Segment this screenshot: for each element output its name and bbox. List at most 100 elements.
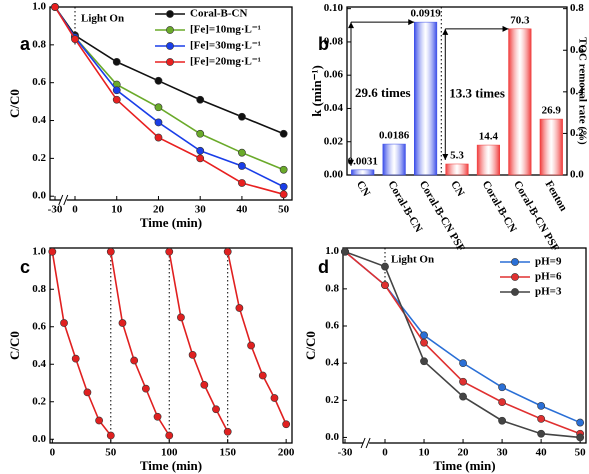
x-tick-label: 100	[161, 447, 178, 459]
data-point	[279, 129, 288, 138]
y-axis-label: C/C0	[7, 331, 22, 360]
data-point	[83, 388, 92, 397]
arrow-head	[348, 22, 354, 29]
data-point	[212, 405, 220, 414]
bar	[539, 118, 563, 176]
y2-tick-label: 0.6	[570, 44, 584, 56]
legend-label: Coral-B-CN	[190, 8, 247, 20]
data-point	[498, 398, 506, 407]
y-axis-label: k (min⁻¹)	[309, 65, 324, 117]
y-tick-label: 0.06	[324, 69, 344, 81]
arrow-head	[408, 19, 415, 26]
y-tick-label: 0.8	[32, 38, 46, 50]
data-point	[537, 414, 546, 423]
y-tick-label: 0.6	[32, 76, 46, 88]
x-tick-label: -30	[48, 204, 63, 216]
x-axis-label: Time (min)	[140, 215, 202, 230]
data-point	[279, 182, 288, 191]
panel-label: c	[20, 257, 30, 277]
y2-axis-label: TOC removal rate (%)	[576, 37, 588, 145]
data-point	[106, 431, 115, 440]
data-point	[341, 247, 349, 256]
data-point	[165, 247, 174, 256]
bar	[351, 169, 375, 176]
x-tick-label: 20	[153, 204, 165, 216]
legend-marker	[166, 58, 174, 66]
data-point	[188, 350, 197, 359]
data-point	[459, 359, 467, 368]
x-tick-label: 50	[105, 447, 117, 459]
data-point	[48, 247, 57, 256]
y-tick-label: 1.0	[32, 245, 46, 257]
annotation-bg	[353, 85, 409, 102]
y-tick-label: 0.2	[32, 152, 46, 164]
x-tick-label: 50	[575, 447, 587, 459]
data-point	[51, 3, 59, 11]
data-point	[154, 118, 163, 127]
y-tick-label: 1.0	[32, 1, 46, 13]
x-tick-label: 200	[278, 447, 295, 459]
x-tick-label: 40	[236, 204, 248, 216]
arrow-head	[502, 25, 509, 32]
data-point	[235, 304, 244, 312]
y-tick-label: 0.08	[324, 35, 344, 47]
data-point	[60, 319, 68, 327]
y-tick-label: 0.02	[324, 135, 344, 147]
x-tick-label: 10	[419, 447, 431, 459]
x-tick-label: 20	[458, 447, 470, 459]
y-axis-label: C/C0	[303, 331, 318, 360]
data-point	[282, 420, 291, 429]
y-tick-label: 0.8	[325, 282, 339, 294]
y-tick-label: 0.10	[324, 2, 344, 14]
data-point	[537, 429, 546, 438]
y-tick-label: 0.6	[325, 320, 339, 332]
y2-tick-label: 0.8	[570, 2, 584, 14]
axis-break-mark	[365, 437, 371, 449]
data-point	[459, 377, 467, 386]
data-point	[165, 431, 174, 440]
data-point	[498, 383, 506, 392]
data-point	[576, 418, 585, 427]
y-tick-label: 0.04	[324, 102, 344, 114]
value-label: 70.3	[510, 14, 530, 26]
arrow-head	[348, 159, 354, 166]
data-point	[381, 281, 389, 290]
value-label: 26.9	[542, 105, 562, 117]
x-tick-label: CN	[448, 179, 466, 199]
x-tick-label: 150	[219, 447, 236, 459]
axis-break-mark	[63, 194, 69, 206]
data-point	[196, 146, 205, 155]
data-point	[270, 394, 279, 402]
legend-marker	[166, 26, 174, 34]
y-axis-label: C/C0	[7, 89, 22, 118]
y-tick-label: 0.2	[325, 394, 339, 406]
y-tick-label: 0.4	[325, 357, 339, 369]
data-point	[154, 76, 163, 85]
legend-label: [Fe]=10mg·L⁻¹	[190, 24, 261, 36]
data-point	[459, 392, 467, 401]
legend-label: pH=9	[535, 256, 562, 268]
data-point	[238, 179, 246, 187]
data-point	[576, 433, 585, 442]
y-tick-label: 0.2	[32, 395, 46, 407]
value-label: 0.0919	[410, 8, 441, 20]
axis-break-gap	[60, 194, 67, 206]
axis-break-gap	[363, 437, 370, 449]
data-point	[196, 95, 205, 104]
bar	[414, 21, 438, 176]
data-point	[537, 401, 546, 410]
data-point	[71, 35, 79, 44]
data-point	[112, 57, 121, 66]
bar	[508, 28, 532, 176]
y2-tick-label: 0.4	[570, 85, 584, 97]
y-tick-label: 0.0	[32, 433, 46, 445]
data-point	[118, 319, 127, 327]
x-axis-label: Time (min)	[433, 458, 495, 473]
y-tick-label: 0.6	[32, 320, 46, 332]
legend-marker	[511, 273, 519, 281]
y-tick-label: 0.4	[32, 358, 46, 370]
y-tick-label: 1.0	[325, 245, 339, 257]
y-tick-label: 0.00	[324, 169, 344, 181]
plot-frame	[342, 247, 587, 444]
data-point	[238, 162, 246, 170]
